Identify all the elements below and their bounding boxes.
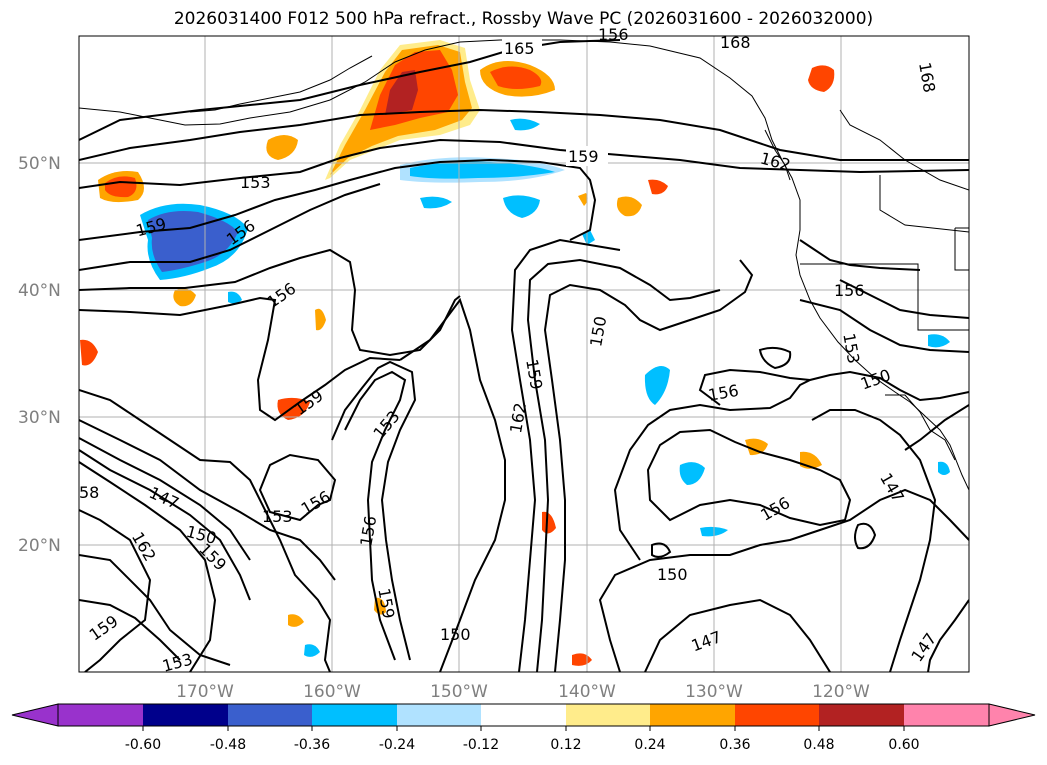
lat-label: 20°N (18, 536, 61, 556)
colorbar-cell (397, 704, 481, 726)
contour-162 (79, 108, 969, 161)
colorbar-cell (650, 704, 735, 726)
lon-label: 150°W (430, 682, 488, 702)
colorbar-tick-label: -0.48 (210, 737, 246, 753)
colorbar-tick-label: -0.12 (463, 737, 499, 753)
colorbar: -0.60 -0.48 -0.36 -0.24 -0.12 0.12 0.24 … (11, 703, 1036, 753)
contour-label: 159 (86, 611, 122, 644)
contour-label: 147 (146, 483, 182, 513)
colorbar-cell (735, 704, 819, 726)
contour-label: 150 (440, 625, 471, 644)
contour-label: 156 (598, 25, 629, 44)
contour-label: 58 (79, 483, 99, 502)
contour-label: 156 (356, 514, 380, 547)
lon-label: 130°W (685, 682, 743, 702)
colorbar-tick-label: -0.60 (125, 737, 161, 753)
latitude-labels: 50°N 40°N 30°N 20°N (18, 154, 61, 556)
contour-label: 150 (657, 565, 688, 584)
contour-label: 147 (689, 627, 724, 655)
colorbar-cell (143, 704, 228, 726)
contour-label: 156 (757, 493, 793, 525)
contour-label: 150 (858, 365, 893, 393)
geopotential-contours (79, 39, 969, 672)
map-title: 2026031400 F012 500 hPa refract., Rossby… (173, 9, 874, 29)
contour-labels: 165 168 168 159 162 159 156 156 156 159 … (79, 25, 940, 676)
lon-label: 160°W (303, 682, 361, 702)
lat-label: 50°N (18, 154, 61, 174)
contour-label: 156 (834, 281, 865, 300)
lon-label: 140°W (558, 682, 616, 702)
colorbar-tick-label: -0.36 (294, 737, 330, 753)
contour-label: 153 (262, 507, 293, 526)
colorbar-cell (566, 704, 650, 726)
contour-label: 156 (707, 381, 740, 405)
colorbar-extend-left (11, 703, 59, 727)
refractivity-shading (80, 40, 950, 666)
contour-label: 165 (504, 39, 535, 58)
contour-label: 159 (568, 147, 599, 166)
map-frame (78, 35, 970, 673)
colorbar-tick-label: -0.24 (379, 737, 415, 753)
colorbar-cell (481, 704, 566, 726)
contour-label: 159 (522, 358, 546, 391)
colorbar-tick-label: 0.36 (719, 737, 750, 753)
contour-label: 153 (839, 332, 863, 365)
contour-label: 150 (586, 315, 610, 348)
colorbar-cell (904, 704, 989, 726)
contour-label: 168 (915, 61, 939, 94)
colorbar-cell (819, 704, 904, 726)
colorbar-cell (228, 704, 312, 726)
contour-label: 162 (506, 401, 530, 434)
contour-label: 153 (240, 173, 271, 192)
colorbar-cell (312, 704, 397, 726)
contour-label: 168 (720, 33, 751, 52)
colorbar-extend-right (988, 703, 1036, 727)
contour-label: 147 (907, 629, 940, 665)
colorbar-cell (58, 704, 143, 726)
contour-label: 156 (298, 487, 334, 519)
colorbar-tick-label: 0.24 (634, 737, 665, 753)
contour-label: 159 (374, 587, 398, 620)
colorbar-tick-label: 0.12 (550, 737, 581, 753)
longitude-labels: 170°W 160°W 150°W 140°W 130°W 120°W (176, 682, 870, 702)
lat-label: 30°N (18, 408, 61, 428)
lat-label: 40°N (18, 281, 61, 301)
graticule (79, 36, 969, 672)
contour-label: 162 (758, 148, 792, 174)
contour-label: 156 (263, 279, 299, 312)
lon-label: 170°W (176, 682, 234, 702)
contour-159 (79, 138, 969, 189)
contour-label: 153 (369, 407, 403, 443)
colorbar-tick-label: 0.60 (888, 737, 919, 753)
colorbar-tick-label: 0.48 (803, 737, 834, 753)
lon-label: 120°W (812, 682, 870, 702)
